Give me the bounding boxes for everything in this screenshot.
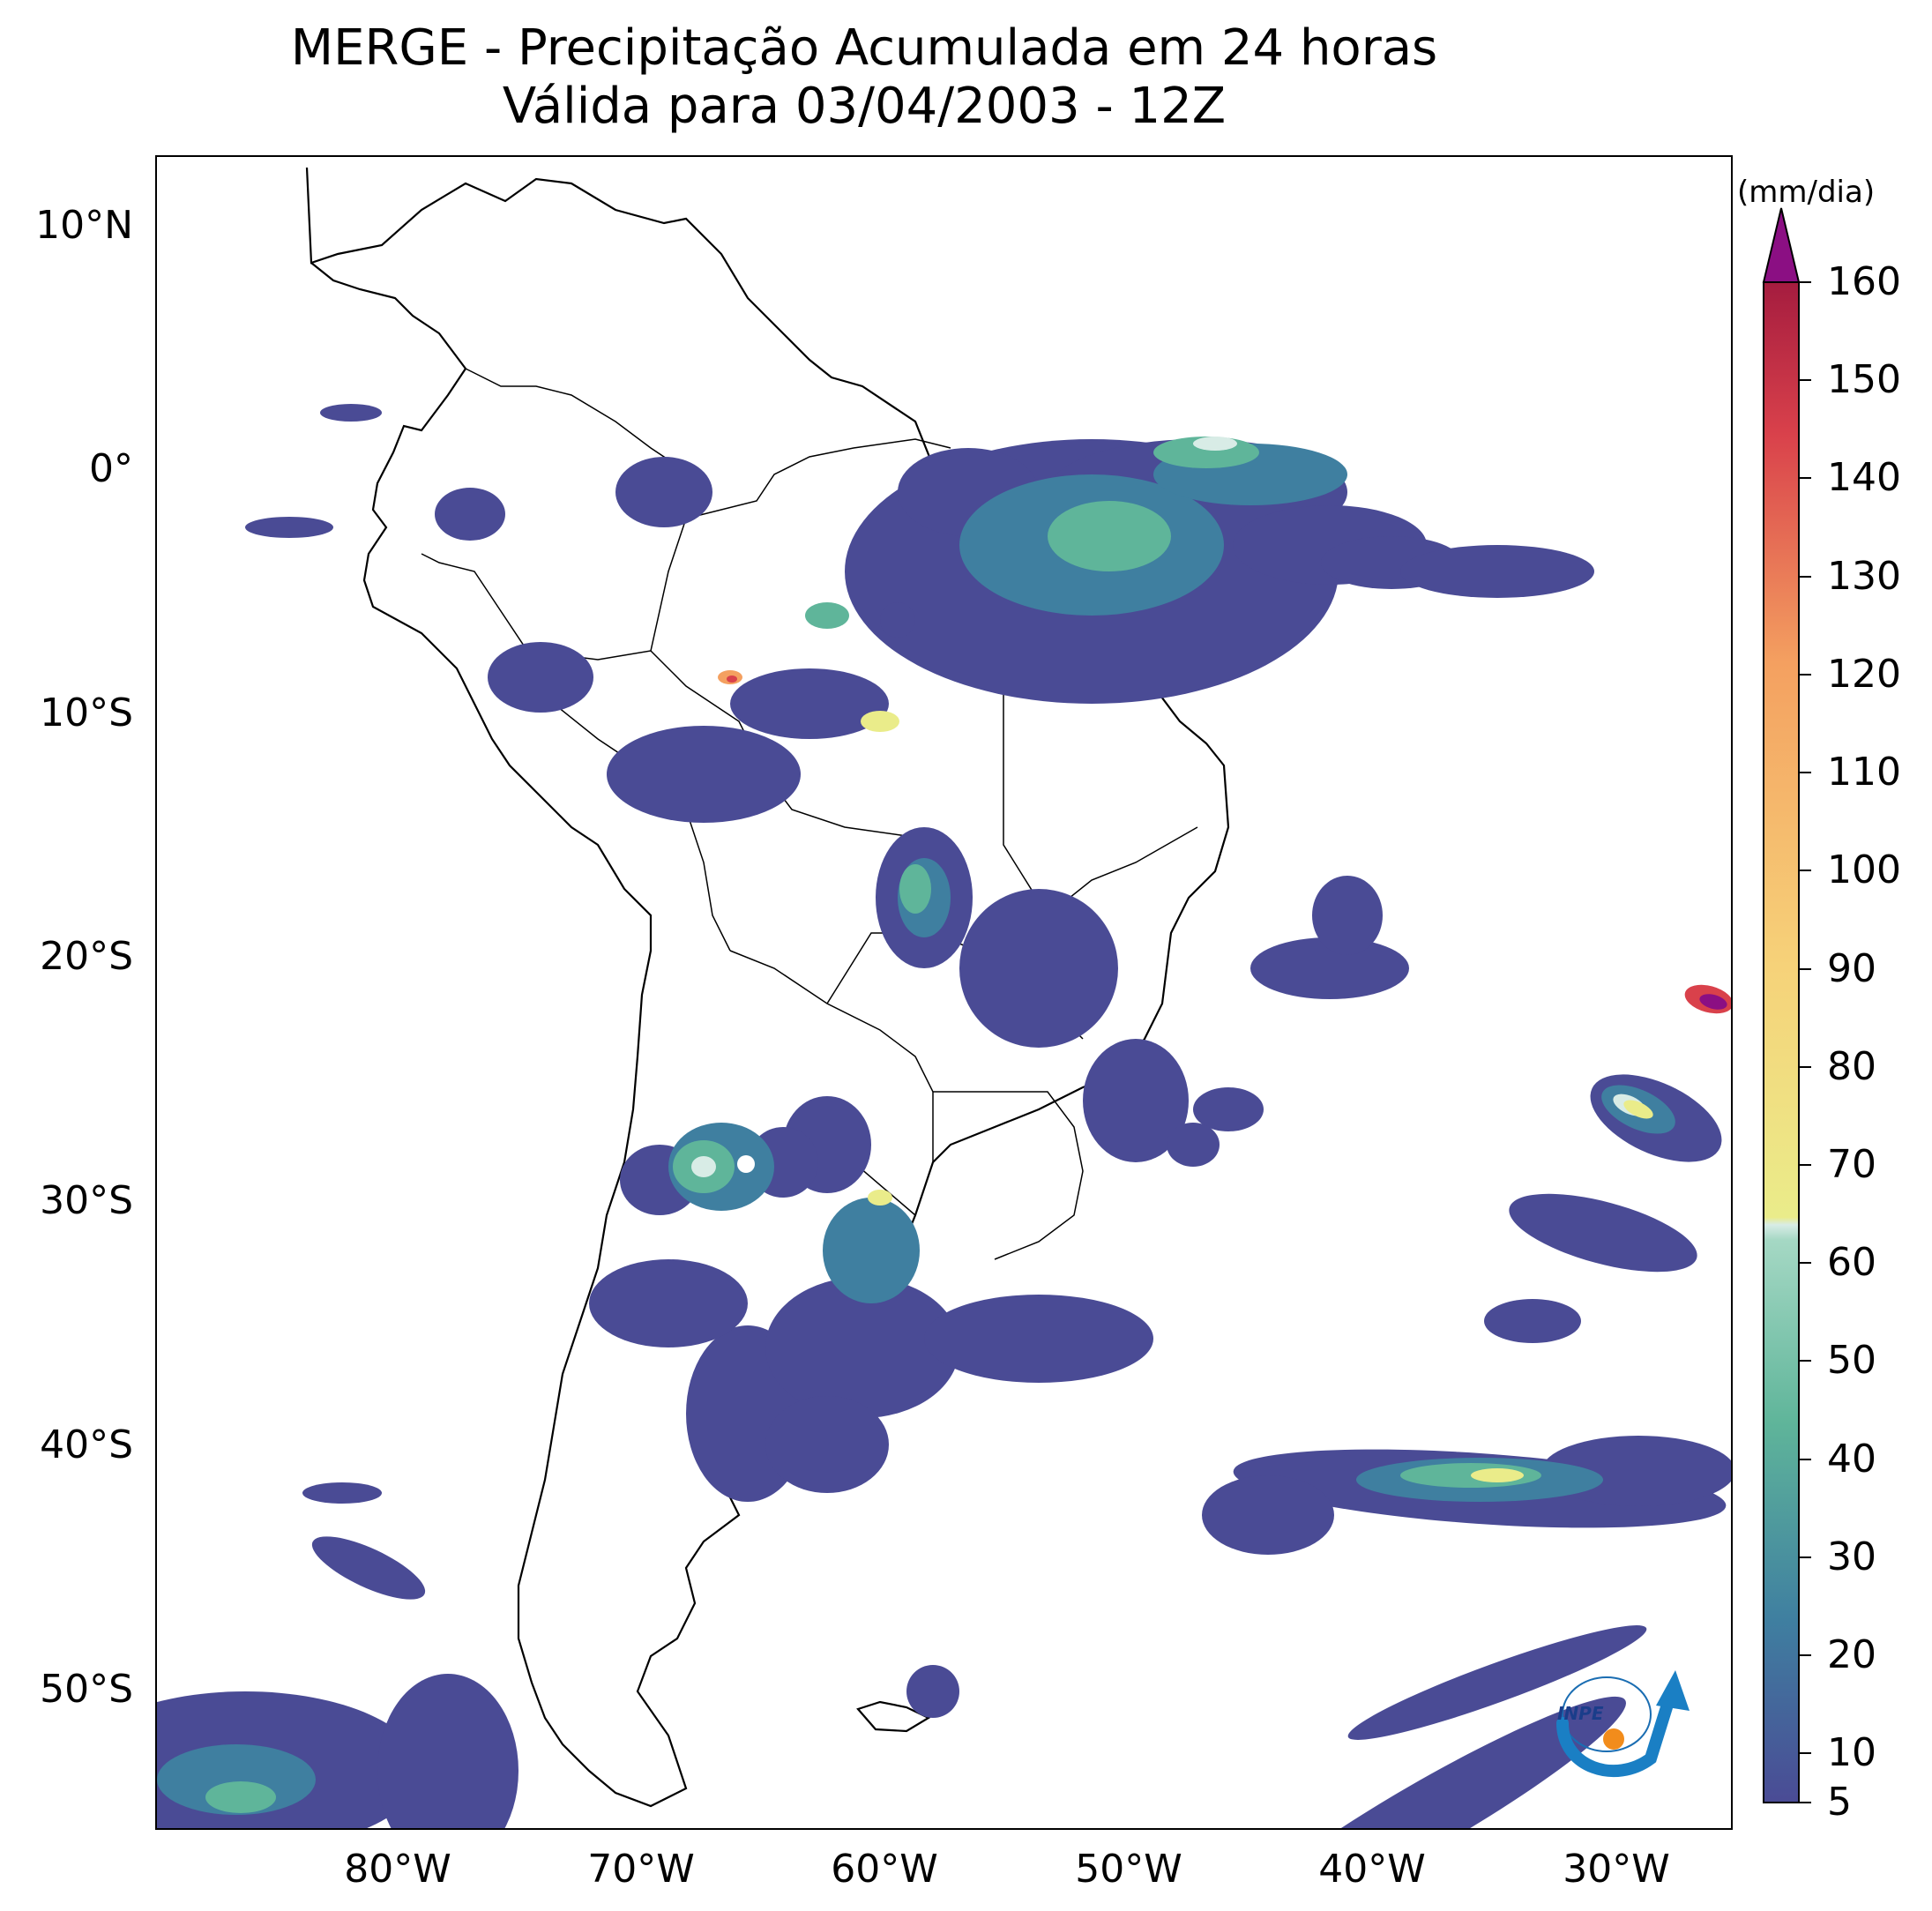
- colorbar-tick-mark: [1799, 1458, 1811, 1460]
- colorbar-tick-mark: [1799, 967, 1811, 970]
- colorbar-tick-label: 10: [1827, 1730, 1876, 1776]
- lat-label-30s: 30°S: [40, 1178, 133, 1223]
- colorbar-tick-mark: [1799, 772, 1811, 774]
- precipitation-heavy: [861, 711, 1653, 1482]
- colorbar-tick-mark: [1799, 1164, 1811, 1167]
- coastlines: [305, 167, 1230, 1808]
- colorbar-tick-mark: [1799, 1752, 1811, 1755]
- title-line-1: MERGE - Precipitação Acumulada em 24 hor…: [290, 19, 1438, 77]
- colorbar-tick-label: 100: [1827, 847, 1901, 893]
- lon-label-70w: 70°W: [587, 1847, 695, 1892]
- colorbar-tick-label: 90: [1827, 945, 1876, 991]
- colorbar-tick-label: 160: [1827, 259, 1901, 304]
- colorbar-tick-label: 120: [1827, 651, 1901, 697]
- colorbar-tick-label: 40: [1827, 1436, 1876, 1482]
- falkland-islands: [856, 1700, 931, 1733]
- logo-text: INPE: [1557, 1703, 1604, 1724]
- lon-label-80w: 80°W: [344, 1847, 451, 1892]
- colorbar-tick-label: 20: [1827, 1632, 1876, 1678]
- colorbar-tick-mark: [1799, 1065, 1811, 1068]
- lat-label-10s: 10°S: [40, 690, 133, 735]
- precipitation-map: [157, 167, 1731, 1828]
- colorbar-tick-mark: [1799, 1802, 1811, 1803]
- lon-label-30w: 30°W: [1563, 1847, 1670, 1892]
- colorbar-tick-mark: [1799, 673, 1811, 676]
- title-line-2: Válida para 03/04/2003 - 12Z: [502, 78, 1227, 135]
- colorbar-unit: (mm/dia): [1737, 175, 1876, 210]
- colorbar-tick-label: 110: [1827, 750, 1901, 795]
- lon-label-50w: 50°W: [1075, 1847, 1182, 1892]
- precipitation-high: [205, 437, 1541, 1813]
- colorbar-tick-label: 80: [1827, 1043, 1876, 1089]
- colorbar-tick-label: 70: [1827, 1142, 1876, 1188]
- colorbar-tick-mark: [1799, 1556, 1811, 1558]
- south-america-coastline: [305, 167, 1230, 1808]
- colorbar-tick-mark: [1799, 1262, 1811, 1265]
- precipitation-extreme: [718, 670, 1731, 1014]
- colorbar-extend-arrow: [1762, 207, 1801, 283]
- colorbar-gradient: [1763, 281, 1800, 1803]
- colorbar-tick-label: 130: [1827, 553, 1901, 599]
- colorbar-tick-mark: [1799, 281, 1811, 283]
- lon-label-60w: 60°W: [831, 1847, 938, 1892]
- map-panel: [155, 155, 1733, 1830]
- lat-label-40s: 40°S: [40, 1422, 133, 1467]
- colorbar-tick-label: 150: [1827, 357, 1901, 403]
- colorbar-tick-label: 5: [1827, 1780, 1852, 1825]
- no-data-spot: [737, 1155, 755, 1173]
- colorbar-tick-label: 30: [1827, 1534, 1876, 1579]
- lon-label-40w: 40°W: [1318, 1847, 1426, 1892]
- colorbar-tick-mark: [1799, 575, 1811, 578]
- colorbar-tick-mark: [1799, 379, 1811, 382]
- colorbar-tick-label: 60: [1827, 1240, 1876, 1286]
- map-title: MERGE - Precipitação Acumulada em 24 hor…: [0, 19, 1728, 136]
- lat-label-50s: 50°S: [40, 1667, 133, 1712]
- lat-label-10n: 10°N: [35, 203, 133, 248]
- colorbar: [1762, 207, 1801, 1803]
- colorbar-tick-mark: [1799, 1654, 1811, 1657]
- inpe-logo: INPE: [1556, 1670, 1690, 1778]
- colorbar-tick-mark: [1799, 870, 1811, 872]
- lat-label-0: 0°: [89, 446, 133, 491]
- colorbar-tick-label: 50: [1827, 1338, 1876, 1384]
- colorbar-tick-mark: [1799, 477, 1811, 480]
- colorbar-tick-label: 140: [1827, 455, 1901, 501]
- colorbar-tick-mark: [1799, 1360, 1811, 1362]
- lat-label-20s: 20°S: [40, 934, 133, 979]
